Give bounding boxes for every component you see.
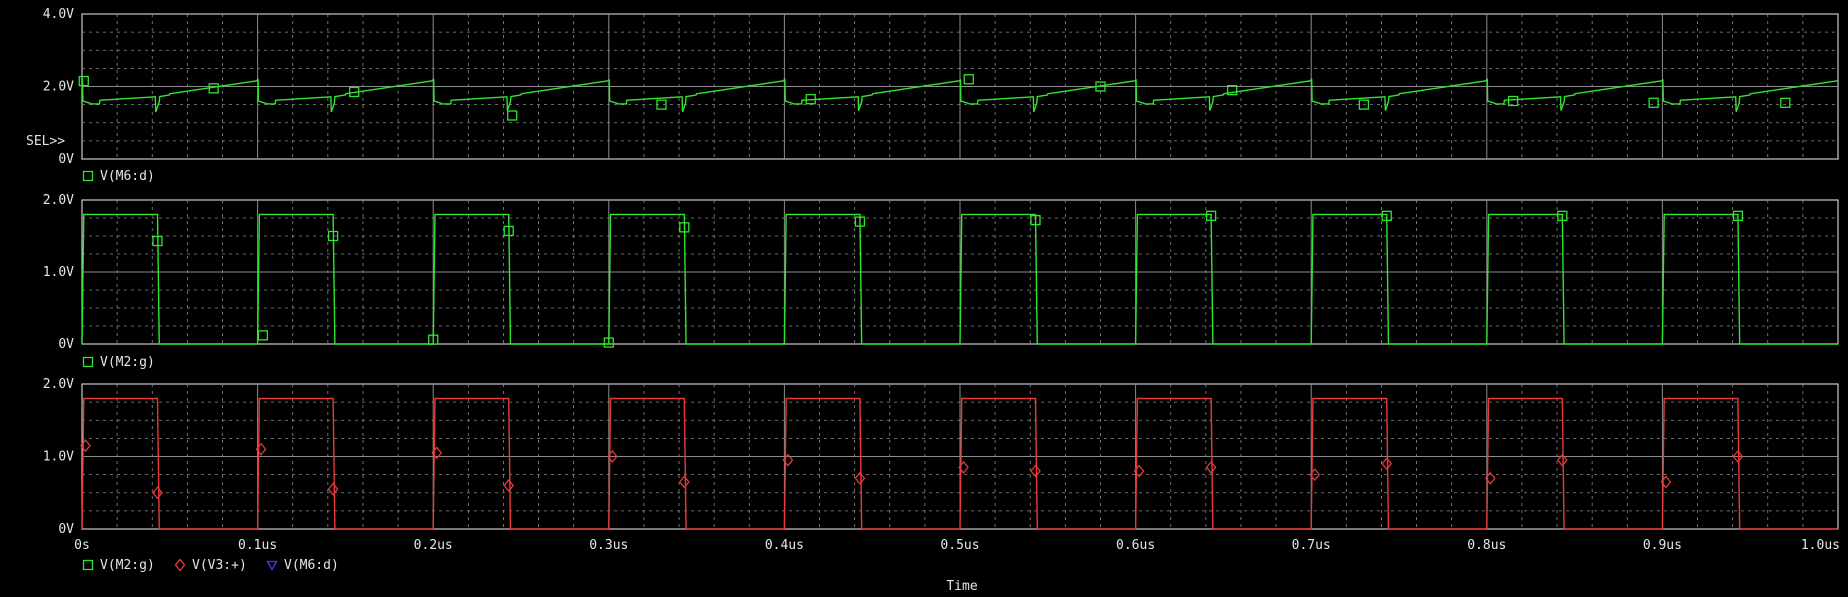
x-tick-label: 0.9us [1643,538,1682,553]
series-line [81,213,1838,345]
series-marker [327,230,339,242]
plot-m6-drain[interactable]: 4.0V 2.0V 0V SEL>> V(M6:d) [26,7,1839,184]
sel-marker[interactable]: SEL>> [26,134,65,149]
plot-3-legend: V(M2:g) V(V3:+) V(M6:d) [82,558,339,573]
series-marker [1205,210,1217,221]
legend-label: V(M6:d) [100,169,155,184]
legend-marker [82,170,94,182]
series-marker [78,75,89,87]
x-tick-label: 0s [74,538,90,553]
series-marker [1205,460,1217,474]
series-marker [1358,99,1370,110]
series-marker [854,471,866,485]
y-tick-label: 4.0V [43,7,74,22]
series-marker [255,442,267,456]
series-marker [1030,464,1041,478]
series-marker [1780,97,1791,108]
series-marker [349,86,360,98]
series-marker [431,446,443,460]
x-tick-label: 0.7us [1292,538,1331,553]
series-marker [1556,453,1568,467]
plot-1-traces [78,74,1839,121]
series-marker [1732,210,1744,221]
y-tick-label: 0V [58,522,74,537]
legend-label: V(V3:+) [192,558,247,573]
y-tick-label: 0V [58,337,74,352]
y-tick-label: 2.0V [43,193,74,208]
series-marker [958,460,969,474]
x-tick-label: 0.4us [765,538,804,553]
y-tick-label: 2.0V [43,80,74,95]
legend-label: V(M6:d) [284,558,339,573]
series-marker [1227,84,1238,96]
legend-label: V(M2:g) [100,558,155,573]
plot-2-y-ticks: 2.0V 1.0V 0V [43,193,74,352]
series-marker [1660,475,1672,489]
series-marker [656,99,667,110]
series-marker [507,110,518,121]
series-marker [1648,97,1659,108]
series-marker [208,83,219,94]
series-marker [327,482,339,496]
series-marker [503,478,515,493]
x-tick-label: 0.6us [1116,538,1155,553]
plot-v3-source[interactable]: 2.0V 1.0V 0V 0s 0.1us 0.2us 0.3us 0.4us 0.5us 0.… [43,377,1840,573]
series-marker [80,439,91,453]
legend-marker [82,356,94,368]
series-marker [678,475,690,489]
plot-1-y-ticks: 4.0V 2.0V 0V [43,7,74,167]
legend-label: V(M2:g) [100,355,155,370]
series-marker [1381,457,1393,471]
series-marker [963,74,974,85]
series-marker [679,222,690,233]
x-axis-ticks: 0s 0.1us 0.2us 0.3us 0.4us 0.5us 0.6us 0.7us 0.8… [74,538,1840,553]
series-marker [805,94,816,105]
series-line [81,78,1839,113]
plot-2-traces [81,210,1838,348]
plot-3-y-ticks: 2.0V 1.0V 0V [43,377,74,537]
series-marker [1484,471,1496,485]
series-marker [1309,468,1321,482]
series-marker [854,216,866,227]
series-marker [152,486,163,500]
series-marker [257,330,269,341]
y-tick-label: 2.0V [43,377,74,392]
plot-2-grid [81,199,1839,345]
legend-marker [266,560,278,571]
series-marker [1133,464,1145,478]
series-marker [1030,215,1041,226]
y-tick-label: 1.0V [43,450,74,465]
plot-m2-gate[interactable]: 2.0V 1.0V 0V V(M2:g) [43,193,1839,370]
plot-2-legend: V(M2:g) [82,355,155,370]
x-tick-label: 0.3us [589,538,628,553]
series-marker [782,453,794,467]
x-tick-label: 0.8us [1467,538,1506,553]
y-tick-label: 0V [58,152,74,167]
series-marker [603,337,614,348]
series-marker [503,225,514,237]
y-tick-label: 1.0V [43,265,74,280]
series-marker [1381,210,1392,221]
series-marker [1095,81,1106,92]
x-tick-label: 1.0us [1801,538,1840,553]
x-tick-label: 0.2us [414,538,453,553]
legend-marker [174,558,186,572]
series-marker [1732,449,1744,464]
legend-marker [82,559,94,571]
series-marker [606,449,618,464]
x-tick-label: 0.1us [238,538,277,553]
series-marker [152,235,163,247]
series-marker [1557,210,1568,221]
plot-3-traces [80,397,1838,530]
series-marker [1507,95,1519,107]
x-axis-title: Time [946,579,977,594]
series-marker [428,334,439,345]
x-tick-label: 0.5us [940,538,979,553]
plot-1-legend: V(M6:d) [82,169,155,184]
